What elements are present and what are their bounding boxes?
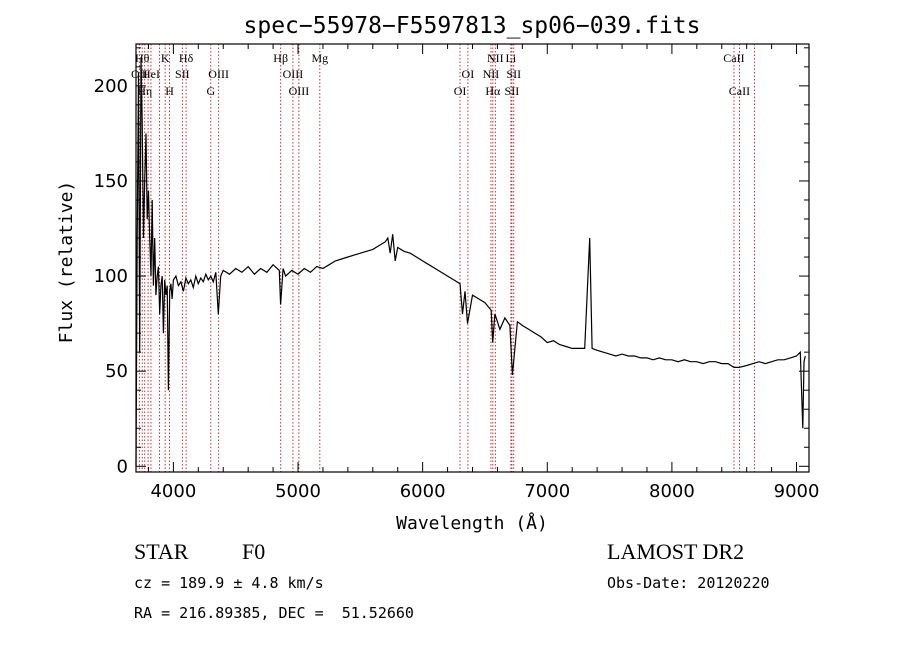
line-label: Li [506, 51, 517, 65]
line-label: SII [505, 84, 520, 98]
line-label: OIII [283, 67, 304, 81]
y-tick-label: 200 [94, 76, 128, 97]
x-axis-label: Wavelength (Å) [396, 512, 548, 534]
x-tick-label: 5000 [275, 481, 321, 502]
spectral-line-markers [138, 44, 755, 472]
object-subclass: F0 [242, 539, 266, 564]
x-tick-label: 7000 [524, 481, 570, 502]
y-axis: 0 50 100 150 200 [94, 47, 809, 477]
line-label: NII [487, 51, 504, 65]
y-tick-label: 150 [94, 171, 128, 192]
obs-date: Obs-Date: 20120220 [607, 574, 770, 592]
survey-name: LAMOST DR2 [607, 539, 745, 564]
line-label: CaII [729, 84, 750, 98]
line-label: SII [506, 67, 521, 81]
line-label: Mg [311, 51, 328, 65]
x-tick-label: 4000 [150, 481, 196, 502]
y-tick-label: 50 [105, 361, 128, 382]
x-axis: 4000 5000 6000 7000 8000 9000 [147, 44, 820, 502]
line-label: G [206, 84, 215, 98]
chart-title: spec−55978−F5597813_sp06−039.fits [244, 13, 701, 39]
line-label: OI [462, 67, 475, 81]
line-label: K [161, 51, 170, 65]
line-label: Hβ [273, 51, 288, 65]
line-label: CaII [723, 51, 744, 65]
y-tick-label: 100 [94, 266, 128, 287]
coordinates: RA = 216.89385, DEC = 51.52660 [134, 604, 414, 622]
x-tick-label: 8000 [649, 481, 695, 502]
line-label: SII [175, 67, 190, 81]
spectrum-chart: spec−55978−F5597813_sp06−039.fits Hθ K Hδ H… [56, 13, 820, 534]
line-label: NII [483, 67, 500, 81]
line-label: OIII [289, 84, 310, 98]
y-tick-label: 0 [117, 456, 128, 477]
line-label: H [165, 84, 174, 98]
spectrum-line [135, 57, 806, 467]
plot-frame [135, 43, 810, 473]
redshift-readout: cz = 189.9 ± 4.8 km/s [134, 574, 324, 592]
line-label: Hα [485, 84, 501, 98]
line-label: Hθ [135, 51, 150, 65]
x-tick-label: 6000 [400, 481, 446, 502]
line-label: OIII [208, 67, 229, 81]
line-label: OII [131, 67, 148, 81]
x-tick-label: 9000 [774, 481, 820, 502]
object-class: STAR [134, 539, 189, 564]
line-label: Hδ [179, 51, 194, 65]
line-label: OI [454, 84, 467, 98]
line-label: HeI [142, 67, 160, 81]
y-axis-label: Flux (relative) [56, 181, 77, 344]
